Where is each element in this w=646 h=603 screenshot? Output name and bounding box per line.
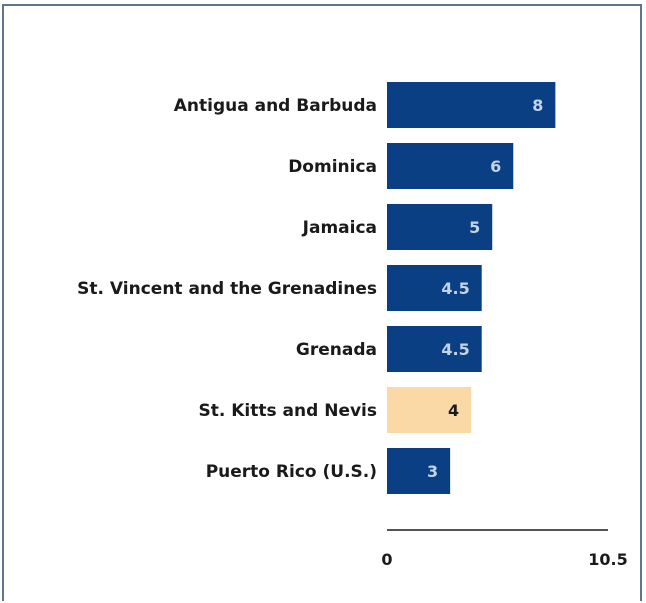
bar-value-label: 4.5 [441,340,469,359]
value-labels: 8 6 5 4.5 4.5 4 3 [427,96,543,481]
chart-frame [2,4,642,601]
bar-highlighted [387,387,472,433]
category-label: Grenada [296,340,377,360]
bar-value-label: 4 [448,401,459,420]
bar-value-label: 4.5 [441,279,469,298]
category-label: St. Kitts and Nevis [199,401,377,421]
bar [387,265,482,311]
bar [387,448,451,494]
bar [387,143,514,189]
bar [387,204,493,250]
bar-value-label: 6 [490,157,501,176]
bar-value-label: 5 [469,218,480,237]
category-label: Jamaica [302,218,377,238]
x-tick-label: 0 [381,550,392,569]
bar-value-label: 3 [427,462,438,481]
category-labels: Antigua and Barbuda Dominica Jamaica St. Vi… [77,96,377,482]
bar-value-label: 8 [532,96,543,115]
x-tick-labels: 0 10.5 [381,550,627,569]
category-label: Dominica [288,157,377,177]
bar [387,82,556,128]
category-label: Antigua and Barbuda [174,96,377,116]
category-label: Puerto Rico (U.S.) [206,462,377,482]
bars [387,82,556,494]
category-label: St. Vincent and the Grenadines [77,279,377,299]
x-tick-label: 10.5 [588,550,627,569]
bar [387,326,482,372]
